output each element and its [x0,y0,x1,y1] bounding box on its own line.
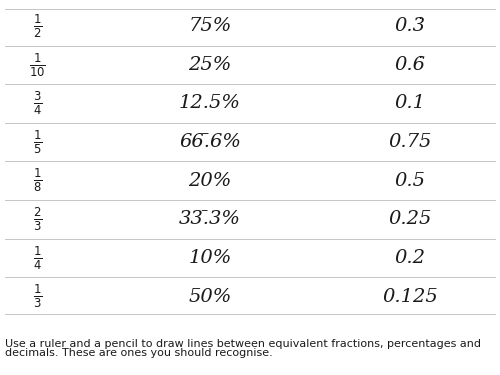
Text: 0.1: 0.1 [394,94,426,112]
Text: 0.6̇: 0.6̇ [394,56,426,74]
Text: 0.25: 0.25 [388,210,432,228]
Text: 50%: 50% [188,288,232,306]
Text: Use a ruler and a pencil to draw lines between equivalent fractions, percentages: Use a ruler and a pencil to draw lines b… [5,339,481,349]
Text: 0.5: 0.5 [394,172,426,190]
Text: $\frac{2}{3}$: $\frac{2}{3}$ [33,206,42,233]
Text: $\frac{1}{5}$: $\frac{1}{5}$ [33,128,42,156]
Text: 0.3̇: 0.3̇ [394,17,426,35]
Text: 75%: 75% [188,17,232,35]
Text: 0.2: 0.2 [394,249,426,267]
Text: 0.75: 0.75 [388,133,432,151]
Text: 25%: 25% [188,56,232,74]
Text: 66.̄6%: 66.̄6% [179,133,241,151]
Text: 33.̄3%: 33.̄3% [179,210,241,228]
Text: $\frac{1}{2}$: $\frac{1}{2}$ [33,12,42,40]
Text: $\frac{1}{8}$: $\frac{1}{8}$ [33,167,42,195]
Text: 20%: 20% [188,172,232,190]
Text: 12.5%: 12.5% [179,94,241,112]
Text: $\frac{3}{4}$: $\frac{3}{4}$ [33,90,42,117]
Text: $\frac{1}{10}$: $\frac{1}{10}$ [29,51,46,79]
Text: $\frac{1}{3}$: $\frac{1}{3}$ [33,283,42,310]
Text: 10%: 10% [188,249,232,267]
Text: $\frac{1}{4}$: $\frac{1}{4}$ [33,244,42,272]
Text: decimals. These are ones you should recognise.: decimals. These are ones you should reco… [5,348,273,358]
Text: 0.125: 0.125 [382,288,438,306]
